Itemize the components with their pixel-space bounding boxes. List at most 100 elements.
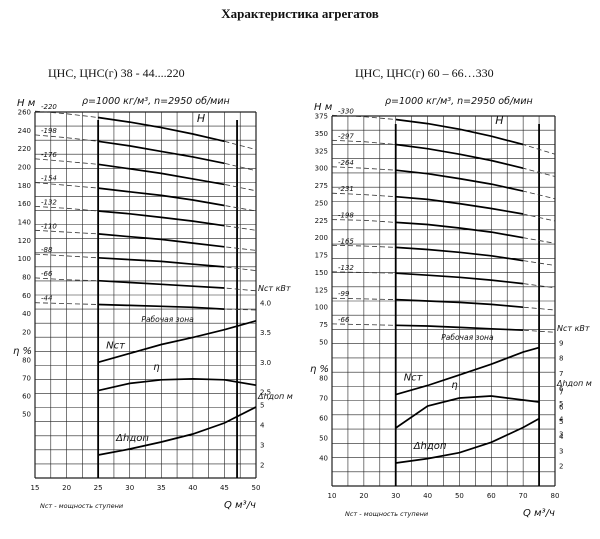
chart1-h-curve-label-220: -220	[41, 103, 57, 111]
chart1-h-axis-tick: 20	[22, 329, 31, 337]
chart1-h-axis-tick: 140	[18, 219, 31, 227]
chart2-x-axis-tick: 50	[455, 492, 464, 500]
chart1-x-axis-tick: 15	[31, 484, 40, 492]
chart2-h-axis-tick: 100	[315, 304, 328, 312]
chart1-h-curve-88	[98, 256, 225, 268]
chart1-dh-axis-tick: 5	[260, 402, 264, 410]
chart1-h-curve-44	[98, 303, 225, 310]
chart2-eta-axis-tick: 50	[319, 435, 328, 443]
chart1-h-curve-154	[98, 187, 225, 207]
chart2-h-curve-231	[395, 195, 524, 215]
chart1-n-label: Nст	[106, 340, 126, 351]
chart2-h-axis-tick: 225	[315, 217, 328, 225]
chart2-h-axis-tick: 325	[315, 147, 328, 155]
chart2-h-curve-label-66: -66	[338, 316, 350, 324]
chart2-n-label: Nст	[404, 373, 424, 384]
chart2-dh-curve	[395, 417, 540, 464]
chart2-eta-axis-tick: 40	[319, 455, 328, 463]
chart2-dh-axis-tick: 6	[559, 403, 564, 411]
chart2-dh-axis-tick: 3	[559, 448, 563, 456]
chart2-h-curve-label-132: -132	[338, 264, 354, 272]
chart2-n-axis-tick: 8	[559, 355, 563, 363]
chart2-x-axis-tick: 70	[519, 492, 528, 500]
chart1-h-axis-tick: 160	[18, 200, 31, 208]
page-title: Характеристика агрегатов	[221, 6, 379, 21]
chart2-h-curve-297	[395, 143, 524, 170]
chart1-n-axis-tick: 3.0	[260, 359, 271, 367]
chart2-eta-label: η	[451, 380, 457, 391]
chart2-h-curve-132	[395, 272, 524, 285]
chart1-eta-axis-label: η %	[13, 346, 32, 357]
chart1-x-axis-label: Q м³/ч	[224, 500, 256, 511]
chart1-x-axis-tick: 20	[62, 484, 71, 492]
chart2-n-axis-tick: 6	[559, 385, 564, 393]
chart2-dh-axis-tick: 4	[559, 433, 564, 441]
chart1-h-curve-198	[97, 140, 225, 165]
chart1-dh-axis-label: Δhдоп м	[257, 392, 293, 401]
chart2-n-axis-tick: 7	[559, 370, 563, 378]
chart1-h-curve-label-88: -88	[41, 246, 53, 254]
chart2-h-axis-tick: 175	[315, 252, 328, 260]
chart2-h-axis-tick: 50	[319, 339, 328, 347]
chart2-dh-label: Δhдоп	[413, 441, 447, 452]
chart2-x-axis-tick: 40	[423, 492, 432, 500]
chart1-x-axis-tick: 35	[157, 484, 166, 492]
chart1-x-axis-tick: 25	[94, 484, 103, 492]
chart1-work-zone-label: Рабочая зона	[141, 315, 194, 324]
chart2-n-curve	[395, 346, 540, 396]
chart1-eta-axis-tick: 60	[22, 393, 31, 401]
chart1-h-curve-label-132: -132	[41, 198, 57, 206]
chart2-x-axis-tick: 80	[551, 492, 560, 500]
chart2-h-curve-66	[395, 324, 524, 332]
chart1-h-axis-label: H м	[17, 98, 36, 109]
chart1-dh-axis-tick: 4	[260, 422, 265, 430]
chart1-dh-axis-tick: 3	[260, 442, 264, 450]
chart2-h-axis-tick: 250	[315, 199, 328, 207]
chart1-h-curve-label-110: -110	[41, 222, 57, 230]
chart2-h-curve-label-165: -165	[338, 237, 354, 245]
chart1-h-curve-label-44: -44	[41, 295, 52, 303]
chart2-eta-axis-tick: 80	[319, 375, 328, 383]
chart1-h-axis-tick: 120	[18, 237, 31, 245]
chart1-h-axis-tick: 200	[18, 164, 31, 172]
chart1-h-axis-tick: 220	[18, 145, 31, 153]
chart2-x-axis-label: Q м³/ч	[523, 508, 555, 519]
chart2-work-zone-label: Рабочая зона	[441, 333, 494, 342]
chart1-x-axis-tick: 30	[125, 484, 134, 492]
chart1-h-curve-label-154: -154	[41, 175, 57, 183]
chart1-h-axis-tick: 100	[18, 255, 31, 263]
chart2-h-label: H	[495, 114, 503, 127]
chart1-dh-curve	[97, 406, 257, 456]
chart2-h-curve-label-99: -99	[338, 290, 350, 298]
chart2-eta-axis-tick: 70	[319, 395, 328, 403]
chart2-h-curve-label-231: -231	[338, 185, 354, 193]
chart1-n-axis-tick: 3.5	[260, 329, 271, 337]
chart2-x-axis-tick: 10	[328, 492, 337, 500]
chart1-h-curve-220	[97, 116, 225, 143]
chart2-h-curve-label-330: -330	[338, 107, 354, 115]
chart1-h-label: H	[197, 112, 205, 125]
chart2-n-axis-tick: 5	[559, 400, 563, 408]
chart1-h-axis-tick: 240	[18, 127, 31, 135]
chart1-h-axis-tick: 60	[22, 292, 31, 300]
chart2-n-axis-tick: 9	[559, 340, 563, 348]
chart1-x-axis-tick: 40	[188, 484, 197, 492]
chart2-footnote: Nст - мощность ступени	[345, 510, 428, 518]
chart1-h-curve-132	[98, 210, 225, 227]
chart2-x-axis-tick: 30	[391, 492, 400, 500]
chart1-h-curve-label-176: -176	[41, 151, 57, 159]
chart2-dh-axis-tick: 2	[559, 463, 563, 471]
chart1-h-axis-tick: 260	[18, 109, 31, 117]
chart1-eta-axis-tick: 70	[22, 375, 31, 383]
chart2-h-axis-tick: 125	[315, 286, 328, 294]
chart2-n-axis-tick: 3	[559, 431, 563, 439]
chart-2-title: ЦНС, ЦНС(г) 60 – 66…330	[355, 66, 494, 80]
chart2-h-axis-tick: 150	[315, 269, 328, 277]
chart1-x-axis-tick: 50	[252, 484, 261, 492]
chart1-n-axis-tick: 4.0	[260, 300, 271, 308]
chart2-h-curve-165	[395, 246, 524, 262]
chart1-h-curve-label-198: -198	[41, 127, 57, 135]
chart2-n-axis-tick: 4	[559, 415, 564, 423]
chart2-h-curve-198	[395, 221, 524, 239]
